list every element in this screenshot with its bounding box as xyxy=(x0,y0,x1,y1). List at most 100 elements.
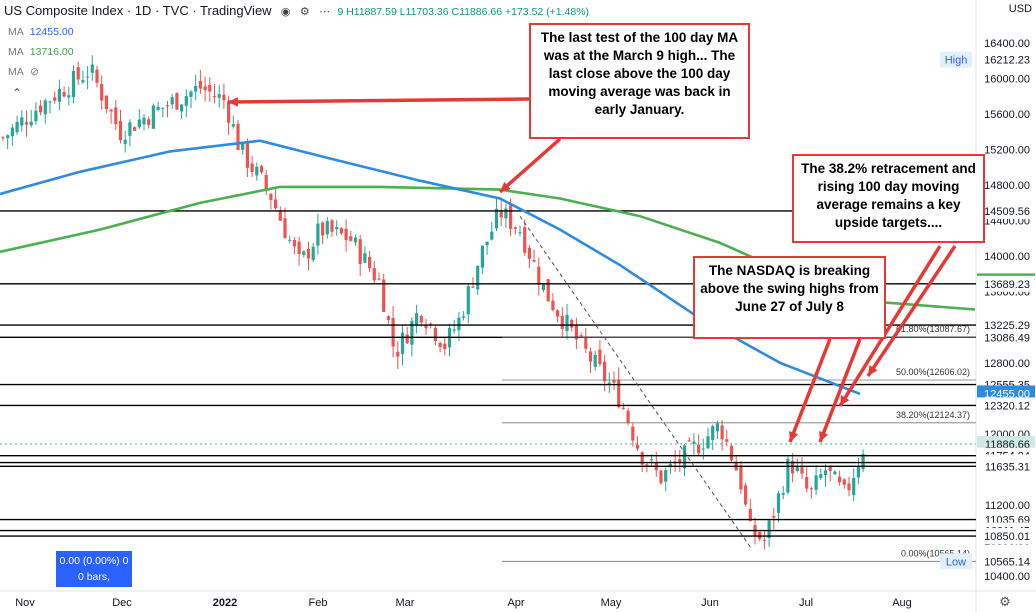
ma-hidden-legend[interactable]: MA ⊘ xyxy=(8,66,39,78)
price-tag-8: 12320.12 xyxy=(984,400,1030,412)
candle-body xyxy=(429,323,433,325)
candle-body xyxy=(151,105,155,129)
candle-body xyxy=(640,452,644,465)
symbol-title[interactable]: US Composite Index · 1D · TVC · TradingV… xyxy=(4,3,272,18)
candle-body xyxy=(509,205,513,229)
candle-body xyxy=(128,122,132,136)
x-tick-3: Feb xyxy=(309,597,328,609)
currency-label[interactable]: USD xyxy=(1008,3,1032,15)
candle-body xyxy=(480,245,484,268)
x-tick-1: Dec xyxy=(112,597,132,609)
y-tick-3: 15200.00 xyxy=(984,145,1030,157)
arrow-to-jan-head xyxy=(228,97,238,107)
fib-label-3: 0.00%(10565.14) xyxy=(901,548,970,558)
candle-body xyxy=(100,84,104,101)
candle-body xyxy=(175,93,179,110)
price-tag-15: 10850.01 xyxy=(984,531,1030,543)
collapse-chevron-icon[interactable]: ⌃ xyxy=(12,86,23,100)
price-tag-4: 13225.29 xyxy=(984,320,1030,332)
candle-body xyxy=(720,425,724,440)
eye-hidden-icon[interactable]: ⊘ xyxy=(30,66,39,78)
eye-icon[interactable]: ◉ xyxy=(280,6,291,18)
candle-body xyxy=(556,310,560,317)
candle-body xyxy=(617,379,621,408)
candle-body xyxy=(452,329,456,331)
candle-body xyxy=(283,218,287,239)
candle-body xyxy=(748,508,752,521)
candle-body xyxy=(579,335,583,337)
candle-body xyxy=(650,459,654,461)
candle-body xyxy=(400,332,405,354)
candle-body xyxy=(133,127,137,131)
arrow-nasdaq-1-shaft xyxy=(788,338,832,443)
candle-body xyxy=(259,166,264,173)
candle-body xyxy=(222,94,226,101)
candle-body xyxy=(518,232,522,234)
gear-icon[interactable]: ⚙ xyxy=(299,6,310,18)
candle-body xyxy=(189,91,193,97)
candle-body xyxy=(6,135,10,139)
candle-body xyxy=(325,221,329,235)
candle-body xyxy=(697,444,701,454)
candle-body xyxy=(353,237,358,243)
candle-body xyxy=(861,453,865,470)
candle-body xyxy=(208,84,212,92)
candle-body xyxy=(363,253,367,263)
candle-body xyxy=(485,241,489,246)
fib-label-2: 38.20%(12124.37) xyxy=(896,410,970,420)
candle-body xyxy=(372,268,376,281)
arrow-ret-1-head xyxy=(840,395,850,406)
candle-body xyxy=(767,520,771,538)
candle-body xyxy=(142,117,146,125)
candle-body xyxy=(278,211,282,221)
candle-body xyxy=(584,337,588,349)
candle-body xyxy=(245,141,249,168)
candle-body xyxy=(776,493,781,513)
candle-body xyxy=(574,324,578,340)
more-icon[interactable]: ⋯ xyxy=(319,6,331,18)
x-tick-8: Jul xyxy=(799,597,813,609)
measure-line-1: 0.00 (0.00%) 0 xyxy=(59,555,129,567)
y-tick-1: 16000.00 xyxy=(984,74,1030,86)
price-tag-bg-15 xyxy=(977,528,1035,545)
candle-body xyxy=(306,248,311,259)
candle-body xyxy=(297,241,301,255)
candle-body xyxy=(664,470,668,482)
arrow-to-jan-shaft xyxy=(227,97,530,104)
candle-body xyxy=(34,110,38,122)
tag-label-0: High xyxy=(945,55,968,67)
ma100-label: MA xyxy=(8,26,24,38)
y-tick-9: 12800.00 xyxy=(984,358,1030,370)
x-tick-4: Mar xyxy=(396,597,415,609)
candle-body xyxy=(137,119,141,128)
candle-body xyxy=(541,284,546,291)
candle-body xyxy=(231,124,235,127)
candle-body xyxy=(443,343,447,350)
candle-body xyxy=(10,127,14,137)
candle-body xyxy=(227,101,231,123)
fib-label-0: 61.80%(13087.67) xyxy=(896,324,970,334)
candle-body xyxy=(184,96,188,106)
candle-body xyxy=(194,85,198,92)
candle-body xyxy=(786,458,790,493)
candle-body xyxy=(90,64,94,73)
candle-body xyxy=(588,351,593,362)
ma200-value: 13716.00 xyxy=(29,46,74,58)
candle-body xyxy=(67,95,71,98)
candle-body xyxy=(48,101,52,103)
candle-body xyxy=(725,439,729,442)
ma200-legend[interactable]: MA 13716.00 xyxy=(8,46,74,58)
axis-settings-icon[interactable]: ⚙ xyxy=(999,594,1011,609)
candle-body xyxy=(292,239,296,247)
callout-march: The last test of the 100 day MA was at t… xyxy=(529,23,750,139)
ma100-legend[interactable]: MA 12455.00 xyxy=(8,26,74,38)
candle-body xyxy=(377,278,381,280)
y-tick-6: 14000.00 xyxy=(984,251,1030,263)
candle-body xyxy=(71,70,76,98)
candle-body xyxy=(123,139,127,144)
candle-body xyxy=(814,475,818,490)
candle-body xyxy=(781,493,785,495)
y-tick-0: 16400.00 xyxy=(984,38,1030,50)
candle-body xyxy=(791,461,795,474)
candle-body xyxy=(607,382,611,384)
